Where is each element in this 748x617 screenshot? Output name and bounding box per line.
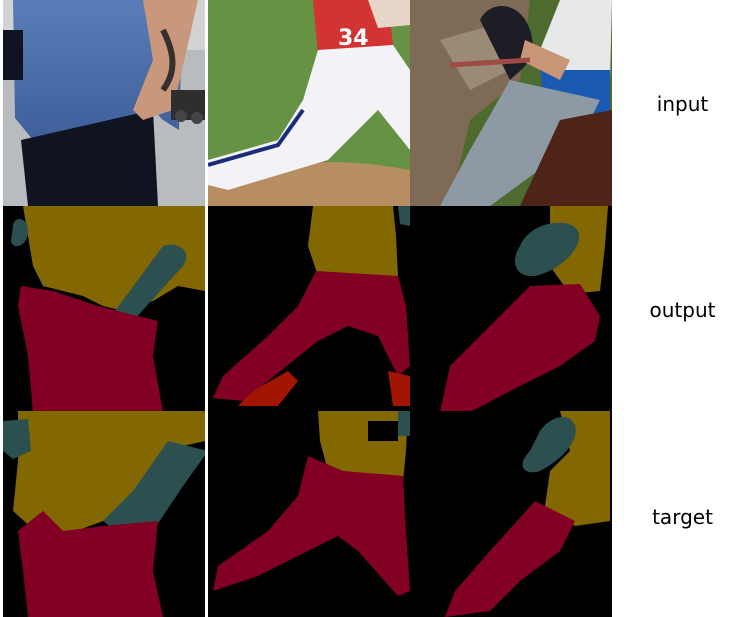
row-label-output: output <box>649 298 716 322</box>
target-mask-3 <box>410 411 612 617</box>
input-photo-3 <box>410 0 612 206</box>
row-label-input: input <box>656 92 709 116</box>
image-grid: 34 <box>3 0 612 617</box>
input-photo-1 <box>3 0 205 206</box>
target-mask-2 <box>208 411 410 617</box>
output-mask-1 <box>3 206 205 412</box>
row-label-target: target <box>652 505 713 529</box>
svg-text:34: 34 <box>338 26 369 51</box>
target-mask-1 <box>3 411 205 617</box>
input-photo-2: 34 <box>208 0 410 206</box>
output-mask-3 <box>410 206 612 412</box>
output-mask-2 <box>208 206 410 412</box>
